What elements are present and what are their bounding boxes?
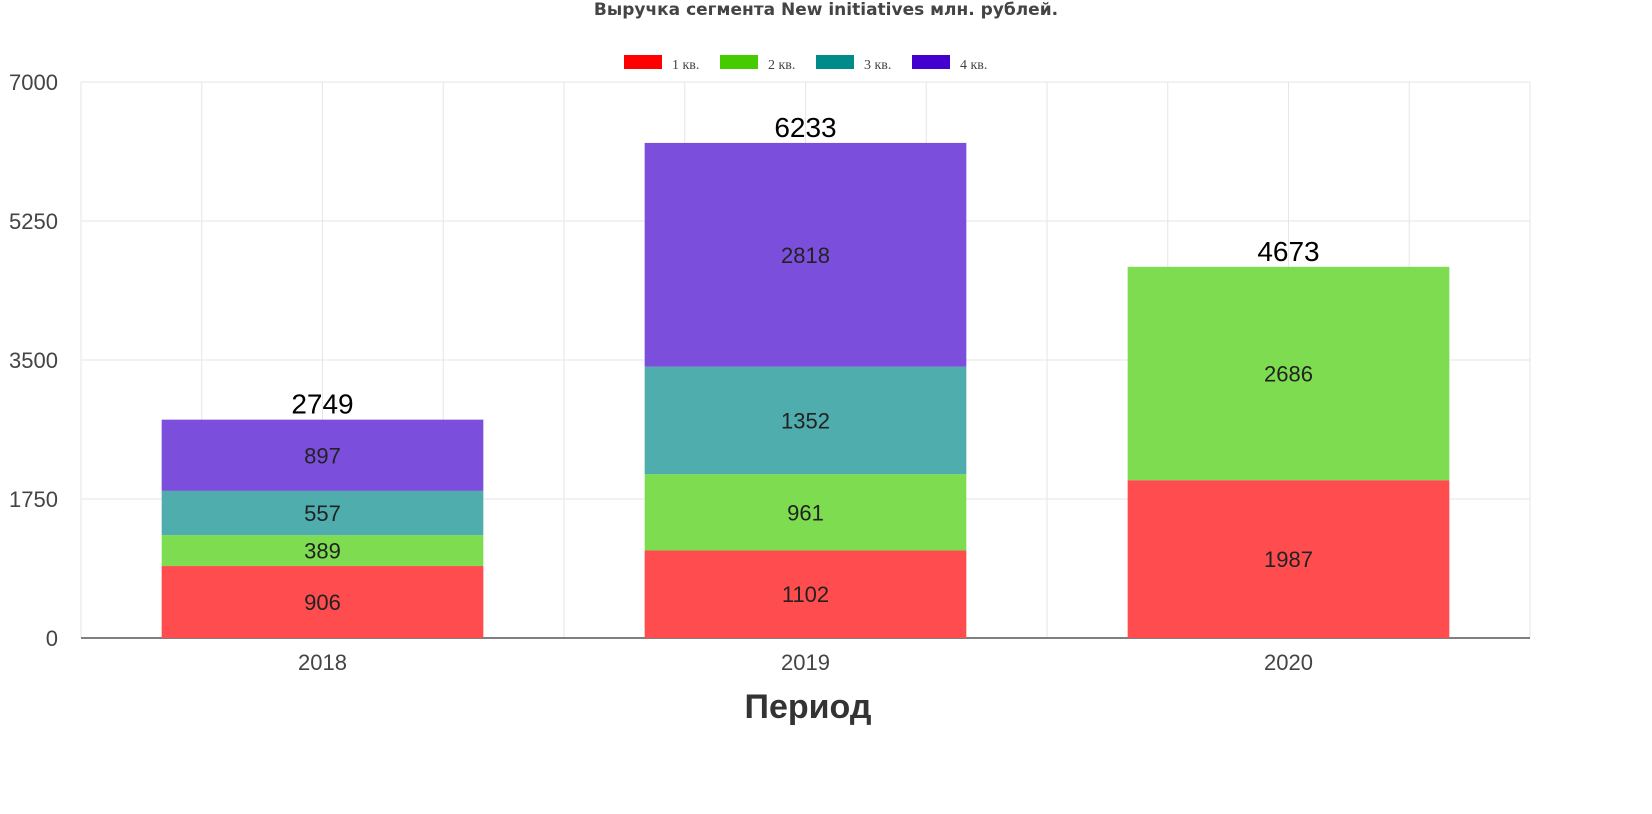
bar-segment [644, 142, 967, 367]
chart-title: Выручка сегмента New initiatives млн. ру… [593, 0, 1059, 20]
y-tick-label: 3500 [9, 348, 58, 373]
x-axis-title: Период [745, 688, 872, 726]
y-tick-label: 5250 [9, 209, 58, 234]
bar-total-label: 4673 [1257, 236, 1319, 267]
bar-data-label: 906 [304, 590, 341, 615]
x-tick-label: 2018 [298, 650, 347, 675]
y-tick-label: 1750 [9, 487, 58, 512]
legend-label: 1 кв. [672, 58, 699, 73]
legend: 1 кв. 2 кв. 3 кв. 4 кв. [624, 55, 987, 73]
bar-data-label: 2686 [1264, 362, 1313, 387]
bar-segment [1127, 266, 1450, 481]
bar-segment [161, 419, 484, 491]
bar-data-label: 389 [304, 539, 341, 564]
bar-total-label: 2749 [291, 389, 353, 420]
bar-data-label: 1352 [781, 408, 830, 433]
bar-segment [644, 366, 967, 475]
legend-swatch [816, 55, 854, 69]
legend-swatch [912, 55, 950, 69]
bar-segment [161, 566, 484, 638]
y-tick-label: 7000 [9, 70, 58, 95]
x-tick-label: 2020 [1264, 650, 1313, 675]
bar-segment [161, 490, 484, 536]
bar-segment [161, 535, 484, 567]
legend-swatch [624, 55, 662, 69]
bar-segment [1127, 480, 1450, 638]
bar-data-label: 1987 [1264, 547, 1313, 572]
bar-total-label: 6233 [774, 112, 836, 143]
legend-label: 3 кв. [864, 58, 891, 73]
bar-data-label: 961 [787, 500, 824, 525]
legend-swatch [720, 55, 758, 69]
bar-segment [644, 474, 967, 551]
x-tick-label: 2019 [781, 650, 830, 675]
bar-data-label: 557 [304, 501, 341, 526]
axes: 0 1750 3500 5250 7000 2018 2019 2020 [9, 70, 1530, 675]
bar-segment [644, 550, 967, 638]
bars: 906 389 557 897 2749 1102 961 1352 2818 6233 1987 2… [161, 112, 1450, 638]
y-tick-label: 0 [46, 626, 58, 651]
legend-label: 4 кв. [960, 58, 987, 73]
bar-data-label: 1102 [782, 582, 829, 607]
bar-data-label: 2818 [781, 243, 830, 268]
legend-label: 2 кв. [768, 58, 795, 73]
bar-data-label: 897 [304, 443, 341, 468]
